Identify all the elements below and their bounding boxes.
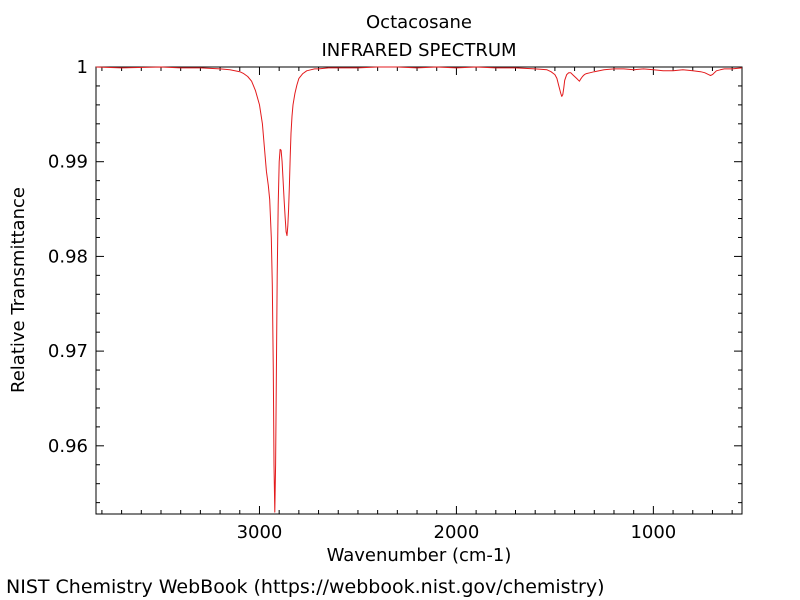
y-tick-label: 1 <box>77 57 88 78</box>
chart-subtitle: INFRARED SPECTRUM <box>321 40 516 61</box>
plot-area <box>95 66 743 515</box>
series-line-octacosane <box>95 66 743 513</box>
y-tick-label: 0.96 <box>48 436 88 457</box>
x-tick-label: 3000 <box>237 522 283 543</box>
y-tick-label: 0.97 <box>48 341 88 362</box>
x-tick-label: 1000 <box>630 522 676 543</box>
x-tick-label: 2000 <box>434 522 480 543</box>
tick-marks <box>96 66 742 514</box>
tick-labels: 3000 2000 1000 0.96 0.97 0.98 0.99 1 <box>48 57 676 543</box>
x-axis-label: Wavenumber (cm-1) <box>327 545 512 566</box>
y-tick-label: 0.99 <box>48 152 88 173</box>
chart-title: Octacosane <box>366 12 472 33</box>
y-axis-label: Relative Transmittance <box>8 187 29 393</box>
y-tick-label: 0.98 <box>48 246 88 267</box>
source-credit: NIST Chemistry WebBook (https://webbook.… <box>6 576 605 598</box>
